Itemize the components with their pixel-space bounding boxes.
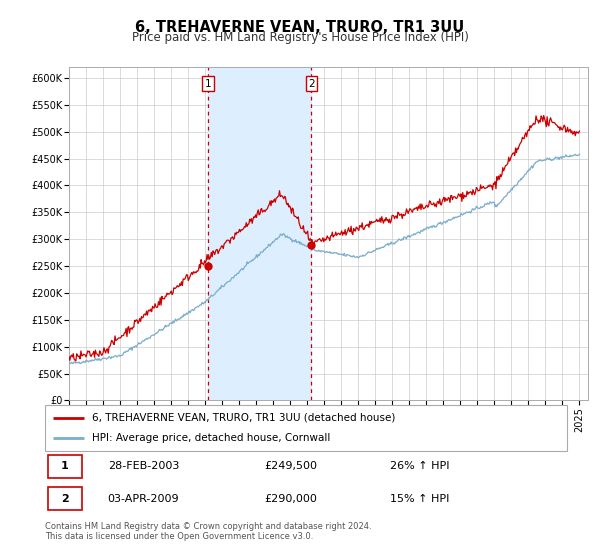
Text: £290,000: £290,000 [264,494,317,503]
Text: 6, TREHAVERNE VEAN, TRURO, TR1 3UU: 6, TREHAVERNE VEAN, TRURO, TR1 3UU [136,20,464,35]
Text: 28-FEB-2003: 28-FEB-2003 [107,461,179,472]
Text: HPI: Average price, detached house, Cornwall: HPI: Average price, detached house, Corn… [92,433,331,443]
FancyBboxPatch shape [45,405,567,451]
Text: 03-APR-2009: 03-APR-2009 [107,494,179,503]
FancyBboxPatch shape [47,455,82,478]
Text: £249,500: £249,500 [264,461,317,472]
Text: 1: 1 [61,461,68,472]
Text: 2: 2 [308,79,315,89]
Text: 1: 1 [205,79,211,89]
FancyBboxPatch shape [47,487,82,510]
Text: 2: 2 [61,494,68,503]
Text: Contains HM Land Registry data © Crown copyright and database right 2024.
This d: Contains HM Land Registry data © Crown c… [45,522,371,542]
Bar [208,67,311,400]
Text: Price paid vs. HM Land Registry's House Price Index (HPI): Price paid vs. HM Land Registry's House … [131,31,469,44]
Text: 6, TREHAVERNE VEAN, TRURO, TR1 3UU (detached house): 6, TREHAVERNE VEAN, TRURO, TR1 3UU (deta… [92,413,395,423]
Text: 15% ↑ HPI: 15% ↑ HPI [389,494,449,503]
Text: 26% ↑ HPI: 26% ↑ HPI [389,461,449,472]
